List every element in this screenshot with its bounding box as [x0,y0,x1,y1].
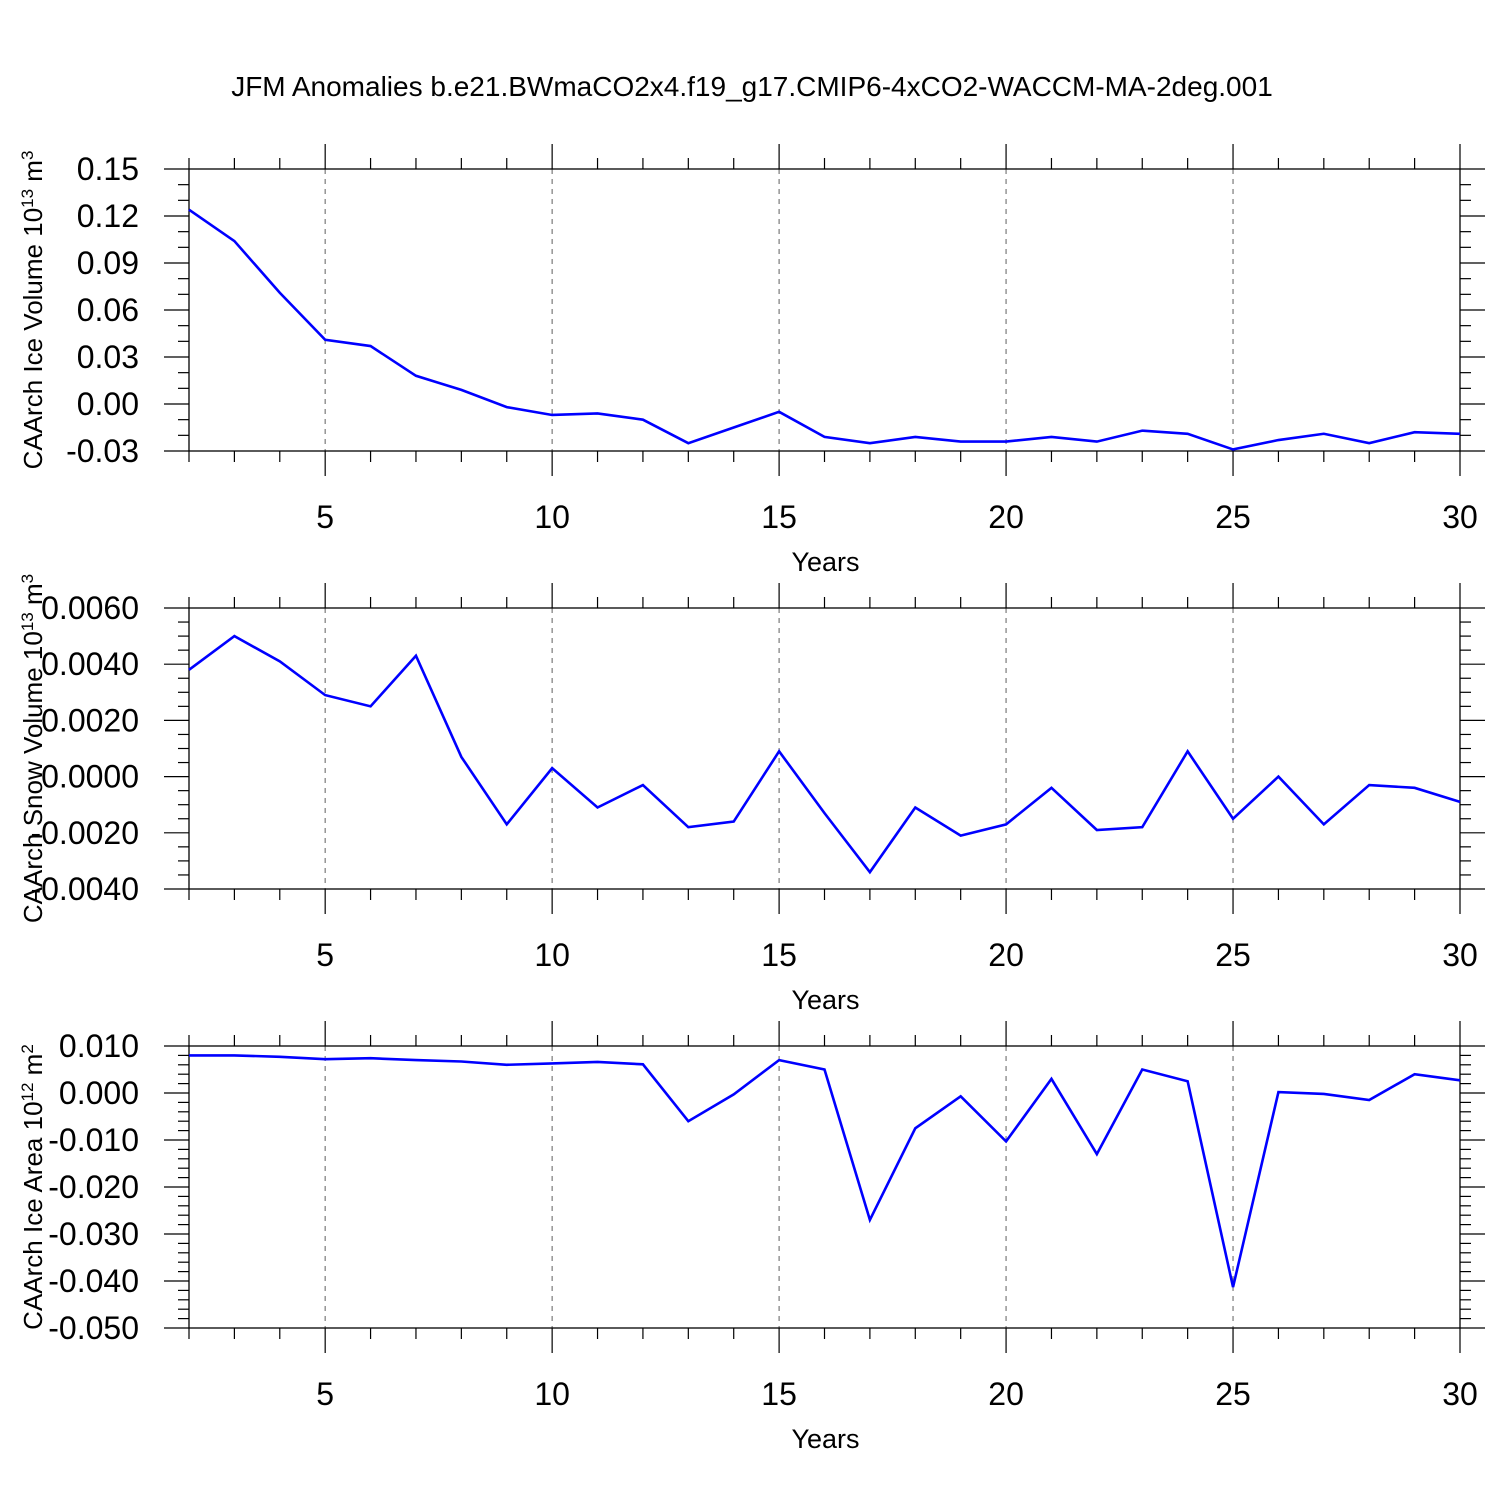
x-axis-label: Years [791,985,859,1015]
x-tick-label: 15 [761,1376,797,1412]
y-axis-label-unit-exponent: 3 [18,574,37,583]
x-tick-label: 25 [1215,1376,1251,1412]
x-gridlines [324,169,1234,451]
x-tick-label: 20 [988,937,1024,973]
y-tick-label: -0.0020 [30,815,139,851]
y-tick-label: -0.040 [48,1263,139,1299]
x-tick-label: 20 [988,499,1024,535]
y-axis-label-unit: m [18,583,48,612]
y-axis-label-unit: m [18,160,48,189]
y-axis-label-exponent: 12 [18,1083,37,1102]
plot-frame [188,607,1461,890]
minor-ticks [178,158,1471,462]
y-tick-label: 0.0000 [41,759,139,795]
x-tick-labels: 5 10 15 20 25 30 [316,499,1478,535]
y-axis-label-exponent: 13 [18,189,37,208]
y-tick-label: -0.010 [48,1122,139,1158]
series-line [188,634,1461,875]
y-tick-label: -0.0040 [30,871,139,907]
y-axis-label-unit-exponent: 3 [18,151,37,160]
x-tick-label: 25 [1215,499,1251,535]
y-tick-label: 0.010 [59,1028,139,1064]
x-tick-label: 10 [534,937,570,973]
x-gridlines [324,1046,1234,1328]
y-axis-label-unit-exponent: 2 [18,1044,37,1053]
ice-area-panel: 0.010 0.000 -0.010 -0.020 -0.030 -0.040 … [18,1021,1485,1454]
x-tick-label: 25 [1215,937,1251,973]
y-tick-label: 0.000 [59,1075,139,1111]
x-tick-label: 10 [534,499,570,535]
x-tick-label: 10 [534,1376,570,1412]
y-tick-labels: 0.0060 0.0040 0.0020 0.0000 -0.0020 -0.0… [30,590,139,907]
y-tick-labels: 0.15 0.12 0.09 0.06 0.03 0.00 -0.03 [66,151,139,469]
x-axis-label: Years [791,547,859,577]
x-tick-label: 20 [988,1376,1024,1412]
x-tick-label: 30 [1442,937,1478,973]
y-axis-label-text: CAArch Ice Volume 10 [18,208,48,470]
y-axis-label-text: CAArch Ice Area 10 [18,1101,48,1329]
y-axis-label-unit: m [18,1054,48,1083]
y-tick-label: 0.06 [77,292,139,328]
y-tick-label: -0.030 [48,1216,139,1252]
ice-volume-panel: 0.15 0.12 0.09 0.06 0.03 0.00 -0.03 5 10… [18,144,1485,577]
major-ticks [164,1021,1485,1353]
y-axis-label: CAArch Ice Area 1012 m2 [18,1044,49,1330]
plot-frame [188,168,1461,452]
x-tick-label: 5 [316,937,334,973]
minor-ticks [178,1035,1471,1339]
x-axis-label: Years [791,1424,859,1454]
major-ticks [164,144,1485,476]
y-tick-label: 0.0020 [41,702,139,738]
x-tick-label: 30 [1442,1376,1478,1412]
x-gridlines [324,608,1234,889]
y-axis-label: CAArch Snow Volume 1013 m3 [18,574,49,923]
x-tick-label: 15 [761,499,797,535]
x-tick-label: 5 [316,499,334,535]
major-ticks [164,583,1485,914]
y-axis-label-text: CAArch Snow Volume 10 [18,631,48,923]
x-tick-labels: 5 10 15 20 25 30 [316,1376,1478,1412]
y-tick-label: 0.0060 [41,590,139,626]
series-line [188,208,1461,451]
x-tick-label: 30 [1442,499,1478,535]
x-tick-labels: 5 10 15 20 25 30 [316,937,1478,973]
series-line [189,1054,1461,1288]
snow-volume-panel: 0.0060 0.0040 0.0020 0.0000 -0.0020 -0.0… [18,574,1485,1015]
y-axis-label-exponent: 13 [18,612,37,631]
y-tick-label: 0.0040 [41,646,139,682]
y-tick-label: -0.050 [48,1310,139,1346]
y-tick-label: -0.020 [48,1169,139,1205]
y-tick-label: 0.00 [77,386,139,422]
plot-frame [188,1045,1461,1329]
y-tick-label: -0.03 [66,433,139,469]
y-tick-label: 0.15 [77,151,139,187]
y-tick-label: 0.09 [77,245,139,281]
chart-title: JFM Anomalies b.e21.BWmaCO2x4.f19_g17.CM… [231,71,1273,102]
y-tick-label: 0.03 [77,339,139,375]
minor-ticks [178,597,1471,900]
x-tick-label: 15 [761,937,797,973]
x-tick-label: 5 [316,1376,334,1412]
y-axis-label: CAArch Ice Volume 1013 m3 [18,151,49,470]
y-tick-labels: 0.010 0.000 -0.010 -0.020 -0.030 -0.040 … [48,1028,139,1346]
y-tick-label: 0.12 [77,198,139,234]
